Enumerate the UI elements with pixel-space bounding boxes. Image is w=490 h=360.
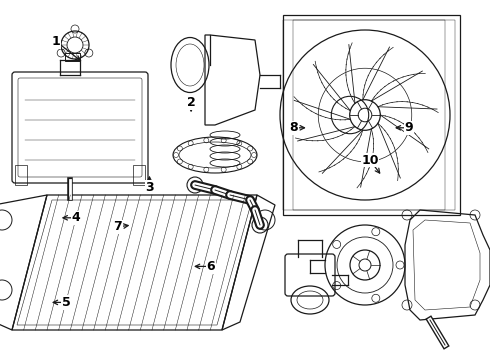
Text: 1: 1 (52, 35, 61, 48)
Text: 8: 8 (290, 121, 298, 134)
Text: 3: 3 (145, 181, 154, 194)
Text: 10: 10 (361, 154, 379, 167)
Bar (15, 165, 27, 185)
Text: 9: 9 (405, 121, 414, 134)
Text: 5: 5 (62, 296, 71, 309)
Text: 2: 2 (187, 96, 196, 109)
Bar (65, 53, 80, 61)
Bar (133, 165, 145, 185)
Text: 7: 7 (113, 220, 122, 233)
Text: 6: 6 (206, 260, 215, 273)
Text: 4: 4 (72, 211, 80, 224)
